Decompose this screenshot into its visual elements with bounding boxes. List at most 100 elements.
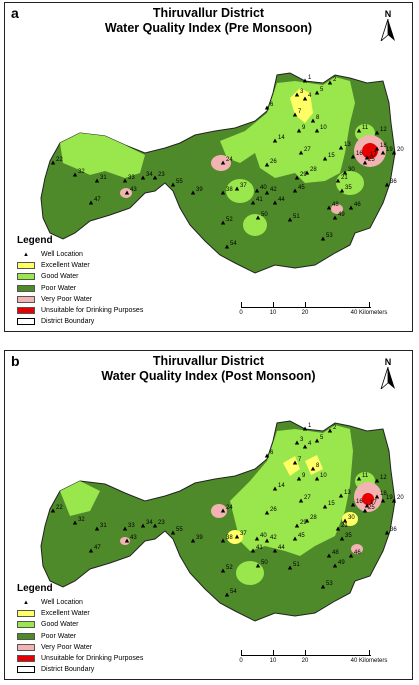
well-location-marker <box>234 186 240 191</box>
well-location-marker <box>304 170 310 175</box>
well-label: 3 <box>300 437 304 443</box>
legend: Legend ▲ Well Location Excellent Water Go… <box>17 235 143 327</box>
legend-title: Legend <box>17 583 53 594</box>
well-label: 40 <box>260 185 267 191</box>
well-label: 12 <box>380 475 387 481</box>
well-location-marker <box>380 150 386 155</box>
very-poor-water-zone <box>351 544 363 554</box>
well-label: 6 <box>270 450 274 456</box>
well-location-marker <box>326 553 332 558</box>
north-arrow: N <box>376 357 400 394</box>
well-label: 54 <box>230 241 237 247</box>
well-location-marker <box>272 200 278 205</box>
unsuitable-water-zone <box>362 493 374 505</box>
well-location-marker <box>292 536 298 541</box>
well-location-marker <box>335 178 341 183</box>
well-label: 5 <box>320 435 324 441</box>
well-label: 22 <box>56 505 63 511</box>
well-location-marker <box>298 150 304 155</box>
well-label: 25 <box>368 157 375 163</box>
well-location-marker <box>50 160 56 165</box>
well-location-marker <box>310 118 316 123</box>
well-location-marker <box>327 80 333 85</box>
well-label: 45 <box>298 533 305 539</box>
well-location-marker <box>224 592 230 597</box>
well-location-marker <box>302 444 308 449</box>
well-label: 24 <box>226 157 233 163</box>
well-label: 13 <box>344 490 351 496</box>
well-label: 50 <box>261 212 268 218</box>
map-panel-pre-monsoon: 1 2 3 4 5 6 7 8 9 10 11 12 13 14 15 16 17 18 19 20 21 22 23 24 2… <box>4 2 413 332</box>
well-label: 9 <box>302 473 306 479</box>
well-location-marker <box>294 175 300 180</box>
well-label: 35 <box>345 185 352 191</box>
well-label: 33 <box>128 523 135 529</box>
well-label: 39 <box>196 187 203 193</box>
legend-item: Unsuitable for Drinking Purposes <box>17 653 143 664</box>
well-label: 27 <box>304 147 311 153</box>
well-label: 1 <box>308 423 312 429</box>
well-location-marker <box>292 460 298 465</box>
well-location-marker <box>374 130 380 135</box>
well-label: 17 <box>370 500 377 506</box>
excellent-water-zone <box>305 455 323 475</box>
well-location-marker <box>362 160 368 165</box>
well-label: 55 <box>176 179 183 185</box>
well-label: 52 <box>226 565 233 571</box>
well-label: 28 <box>310 167 317 173</box>
well-label: 42 <box>270 187 277 193</box>
unsuitable-water-zone <box>362 143 378 159</box>
legend-item: Excellent Water <box>17 608 143 619</box>
well-label: 54 <box>230 589 237 595</box>
well-location-marker <box>338 493 344 498</box>
legend-item: Excellent Water <box>17 260 143 271</box>
well-location-marker <box>264 105 270 110</box>
well-label: 2 <box>333 77 337 83</box>
well-label: 41 <box>256 545 263 551</box>
well-location-marker <box>122 526 128 531</box>
well-label: 23 <box>158 520 165 526</box>
very-poor-water-zone <box>331 204 343 214</box>
well-location-marker <box>298 498 304 503</box>
well-location-marker <box>272 548 278 553</box>
well-label: 6 <box>270 102 274 108</box>
well-location-marker <box>374 494 380 499</box>
well-location-marker <box>310 466 316 471</box>
well-location-marker <box>314 128 320 133</box>
legend-item: District Boundary <box>17 664 143 675</box>
well-label: 16 <box>356 151 363 157</box>
well-label: 35 <box>345 533 352 539</box>
well-label: 44 <box>278 197 285 203</box>
well-location-marker <box>292 188 298 193</box>
triangle-icon: ▲ <box>23 599 29 606</box>
well-label: 11 <box>362 125 369 131</box>
well-label: 4 <box>308 93 312 99</box>
well-label: 36 <box>390 179 397 185</box>
good-water-zone <box>230 425 353 556</box>
well-label: 45 <box>298 185 305 191</box>
well-label: 10 <box>320 473 327 479</box>
well-location-marker <box>350 502 356 507</box>
well-label: 42 <box>270 535 277 541</box>
well-location-marker <box>272 138 278 143</box>
north-arrow-icon <box>380 366 395 391</box>
legend-item: Poor Water <box>17 283 143 294</box>
well-location-marker <box>374 478 380 483</box>
well-location-marker <box>220 220 226 225</box>
well-location-marker <box>326 205 332 210</box>
well-label: 43 <box>130 187 137 193</box>
well-label: 1 <box>308 75 312 81</box>
well-label: 9 <box>302 125 306 131</box>
well-location-marker <box>356 476 362 481</box>
good-water-zone <box>60 481 100 516</box>
well-label: 22 <box>56 157 63 163</box>
well-location-marker <box>264 190 270 195</box>
well-label: 10 <box>320 125 327 131</box>
well-location-marker <box>170 182 176 187</box>
well-location-marker <box>348 205 354 210</box>
well-label: 53 <box>326 233 333 239</box>
scale-bar: 0 10 20 40 Kilometers <box>239 302 387 316</box>
well-label: 16 <box>356 499 363 505</box>
well-label: 24 <box>226 505 233 511</box>
